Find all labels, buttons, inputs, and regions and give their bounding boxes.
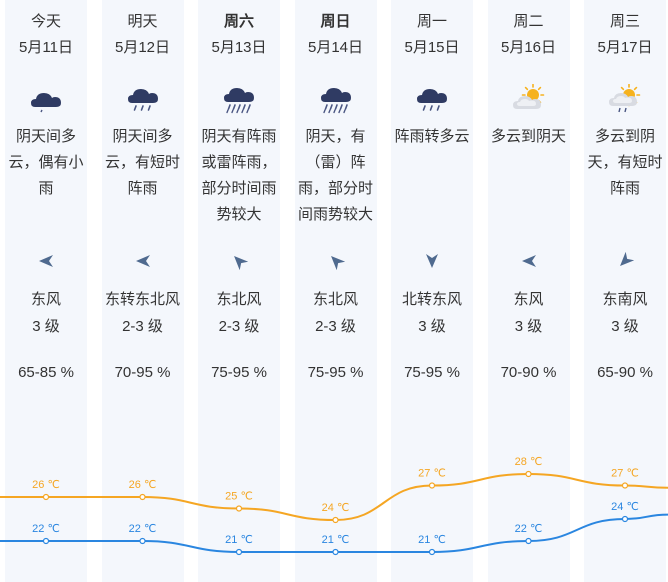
day-column: 周二 5月16日 多云到阴天 东风 3 级 70-90 % <box>487 0 570 582</box>
weather-description: 阴天有阵雨或雷阵雨，部分时间雨势较大 <box>201 128 277 223</box>
low-temp-label: 21 ℃ <box>418 534 446 546</box>
wind-direction: 北转东风 <box>401 291 462 308</box>
high-temp-label: 25 ℃ <box>225 491 253 503</box>
humidity: 75-95 % <box>404 364 460 381</box>
wind-level: 3 级 <box>32 318 60 335</box>
day-date: 5月12日 <box>114 39 171 56</box>
wind-direction: 东南风 <box>602 291 648 308</box>
high-temp-label: 27 ℃ <box>611 468 639 480</box>
humidity: 65-90 % <box>597 364 653 381</box>
day-column: 周日 5月14日 阴天，有（雷）阵雨，部分时间雨势较大 东北风 2-3 级 75… <box>294 0 377 582</box>
low-temp-point <box>235 548 243 556</box>
wind-direction: 东北风 <box>216 291 262 308</box>
wind-level: 3 级 <box>418 318 446 335</box>
wind-direction: 东风 <box>513 291 544 308</box>
weather-description: 阴天间多云，有短时阵雨 <box>104 128 180 197</box>
humidity: 70-90 % <box>500 364 557 381</box>
wind-direction-icon <box>327 252 345 271</box>
cloud-showers-icon <box>125 84 161 114</box>
day-name: 周三 <box>609 13 640 30</box>
humidity: 65-85 % <box>18 364 74 381</box>
wind-direction-icon <box>37 252 55 270</box>
weather-description: 多云到阴天 <box>490 128 566 145</box>
wind-direction: 东风 <box>30 291 61 308</box>
day-date: 5月16日 <box>500 39 557 56</box>
high-temp-point <box>235 505 243 512</box>
low-temp-label: 21 ℃ <box>225 534 253 546</box>
low-temp-label: 22 ℃ <box>32 523 60 535</box>
high-temp-point <box>525 470 532 478</box>
day-name: 明天 <box>127 13 158 30</box>
high-temp-point <box>332 516 339 524</box>
wind-direction-icon <box>423 252 441 270</box>
day-name: 周二 <box>513 13 544 30</box>
wind-direction-icon <box>520 252 538 270</box>
wind-direction: 东北风 <box>312 291 358 308</box>
cloud-heavy-rain-icon <box>221 84 257 114</box>
sun-cloud-rain-icon <box>607 83 643 114</box>
low-temp-label: 21 ℃ <box>322 534 350 546</box>
wind-direction: 东转东北风 <box>104 291 180 308</box>
day-date: 5月11日 <box>19 39 73 56</box>
high-temp-label: 24 ℃ <box>322 502 350 514</box>
wind-direction-icon <box>616 251 635 270</box>
weather-description: 多云到阴天，有短时阵雨 <box>587 128 663 197</box>
low-temp-point <box>139 537 146 545</box>
high-temp-label: 28 ℃ <box>515 456 543 468</box>
weather-description: 阴天间多云，偶有小雨 <box>8 128 84 197</box>
high-temp-point <box>621 482 629 489</box>
high-temp-label: 27 ℃ <box>418 468 446 480</box>
low-temp-point <box>428 548 436 556</box>
wind-direction-icon <box>230 252 249 271</box>
humidity: 75-95 % <box>211 364 267 381</box>
wind-level: 2-3 级 <box>122 318 163 335</box>
day-name: 周六 <box>223 13 254 30</box>
wind-level: 3 级 <box>514 318 543 335</box>
high-temp-point <box>139 493 146 501</box>
humidity: 70-95 % <box>114 364 171 381</box>
high-temp-label: 26 ℃ <box>129 479 157 491</box>
low-temp-point <box>42 537 50 545</box>
low-temp-label: 24 ℃ <box>611 501 639 513</box>
high-temp-label: 26 ℃ <box>32 479 60 491</box>
wind-level: 2-3 级 <box>218 318 260 335</box>
wind-direction-icon <box>134 252 152 270</box>
humidity: 75-95 % <box>307 364 364 381</box>
day-date: 5月14日 <box>307 39 364 56</box>
low-temp-point <box>621 515 629 523</box>
low-temp-point <box>332 548 339 556</box>
day-date: 5月15日 <box>404 39 460 56</box>
sun-cloud-icon <box>511 83 547 114</box>
high-temp-point <box>428 482 436 489</box>
low-temp-label: 22 ℃ <box>129 523 157 535</box>
day-name: 今天 <box>30 13 61 30</box>
day-column: 周六 5月13日 阴天有阵雨或雷阵雨，部分时间雨势较大 东北风 2-3 级 75… <box>198 0 280 582</box>
cloud-heavy-rain-icon <box>318 84 354 114</box>
wind-level: 3 级 <box>611 318 639 335</box>
weather-description: 阴天，有（雷）阵雨，部分时间雨势较大 <box>297 128 373 223</box>
day-column: 今天 5月11日 阴天间多云，偶有小雨 东风 3 级 65-85 % <box>5 0 87 582</box>
cloud-light-rain-icon <box>28 84 64 114</box>
day-date: 5月13日 <box>211 39 267 56</box>
day-column: 明天 5月12日 阴天间多云，有短时阵雨 东转东北风 2-3 级 70-95 % <box>101 0 184 582</box>
day-date: 5月17日 <box>597 39 653 56</box>
day-name: 周日 <box>320 13 351 30</box>
low-temp-point <box>525 537 532 545</box>
wind-level: 2-3 级 <box>315 318 356 335</box>
day-name: 周一 <box>416 13 447 30</box>
weather-description: 阵雨转多云 <box>394 128 470 145</box>
high-temp-point <box>42 493 50 501</box>
low-temp-label: 22 ℃ <box>515 523 543 535</box>
cloud-showers-icon <box>414 84 450 114</box>
